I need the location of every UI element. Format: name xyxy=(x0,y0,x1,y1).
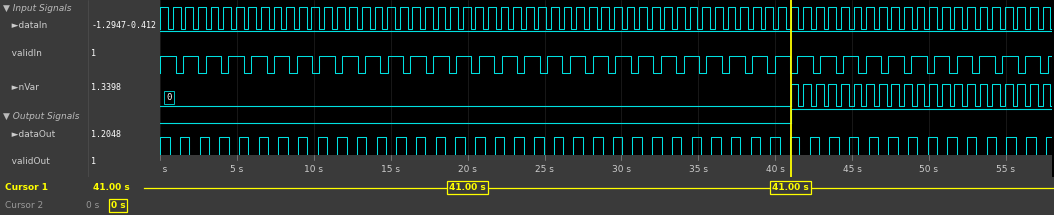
Text: ►nVar: ►nVar xyxy=(3,83,39,92)
Text: 1.2048: 1.2048 xyxy=(92,130,121,139)
Text: 20 s: 20 s xyxy=(458,165,477,174)
Text: 0 s: 0 s xyxy=(86,201,100,210)
Text: validOut: validOut xyxy=(3,157,51,166)
Text: ►dataIn: ►dataIn xyxy=(3,21,47,30)
Text: 0 s: 0 s xyxy=(154,165,167,174)
Text: 41.00 s: 41.00 s xyxy=(773,183,808,192)
Text: 0: 0 xyxy=(167,93,172,102)
Text: 1: 1 xyxy=(92,157,96,166)
Text: 30 s: 30 s xyxy=(612,165,631,174)
Text: 41.00 s: 41.00 s xyxy=(93,183,130,192)
Text: Cursor 1: Cursor 1 xyxy=(5,183,48,192)
Text: 1.3398: 1.3398 xyxy=(92,83,121,92)
Text: Cursor 2: Cursor 2 xyxy=(5,201,43,210)
Text: 15 s: 15 s xyxy=(382,165,401,174)
Text: ▼ Input Signals: ▼ Input Signals xyxy=(3,4,72,13)
Text: 1: 1 xyxy=(92,190,96,199)
Text: 25 s: 25 s xyxy=(535,165,554,174)
Text: 10 s: 10 s xyxy=(305,165,324,174)
Text: validIn: validIn xyxy=(3,49,42,58)
Text: ►dataOut: ►dataOut xyxy=(3,130,56,139)
Text: 1: 1 xyxy=(92,49,96,58)
Text: 40 s: 40 s xyxy=(765,165,784,174)
Text: 35 s: 35 s xyxy=(689,165,708,174)
Text: 55 s: 55 s xyxy=(996,165,1015,174)
Text: 5 s: 5 s xyxy=(231,165,243,174)
Text: ready: ready xyxy=(3,190,38,199)
Text: ▼ Output Signals: ▼ Output Signals xyxy=(3,112,80,121)
Text: 41.00 s: 41.00 s xyxy=(449,183,486,192)
Text: 0 s: 0 s xyxy=(111,201,125,210)
Text: 45 s: 45 s xyxy=(842,165,861,174)
Text: -1.2947-0.412: -1.2947-0.412 xyxy=(92,21,156,30)
Text: 50 s: 50 s xyxy=(919,165,938,174)
